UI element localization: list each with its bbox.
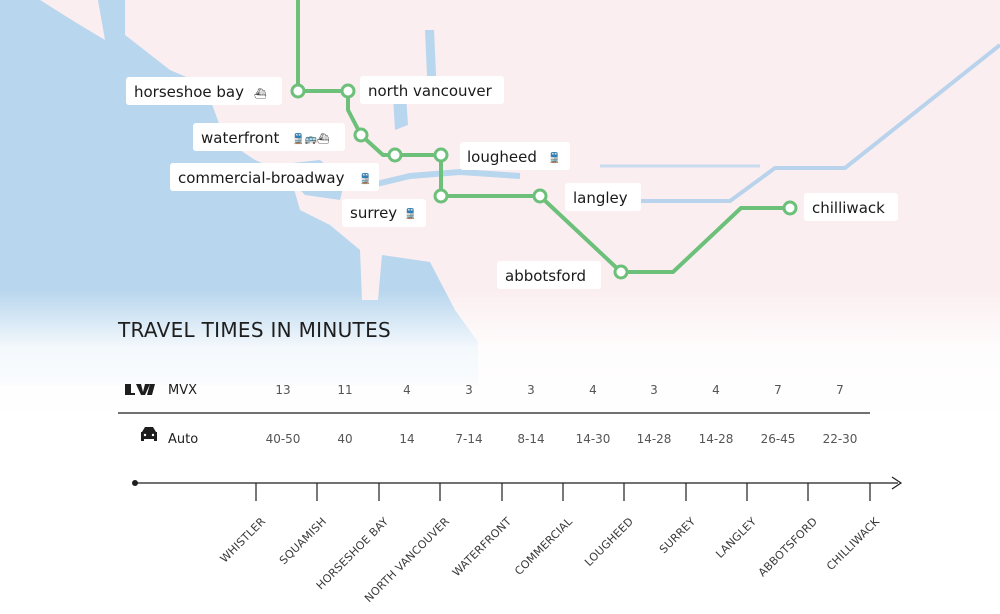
station-label-langley: langley (565, 183, 641, 211)
station-label-chilliwack: chilliwack (804, 193, 898, 221)
travel-times-title: TRAVEL TIMES IN MINUTES (117, 318, 391, 342)
stop-north-vancouver-dot (340, 83, 356, 99)
station-name: waterfront (201, 129, 280, 147)
car-icon (141, 427, 157, 441)
station-labels: horseshoe bay ⛴ north vancouver waterfro… (126, 76, 898, 289)
station-label-waterfront: waterfront 🚆🚌⛴ (193, 123, 345, 151)
stop-abbotsford-dot (613, 264, 629, 280)
table-cell-auto-6: 14-30 (576, 432, 611, 446)
stop-lougheed-dot (433, 147, 449, 163)
station-label-horseshoe-bay: horseshoe bay ⛴ (126, 77, 282, 105)
table-cell-auto-2: 40 (337, 432, 352, 446)
station-label-lougheed: lougheed 🚆 (460, 142, 570, 170)
station-name: langley (573, 189, 628, 207)
ferry-icon: ⛴ (254, 88, 267, 100)
stop-horseshoe-bay-dot (290, 83, 306, 99)
table-cell-mvx-9: 7 (774, 383, 782, 397)
stop-commercial-broadway-dot (387, 147, 403, 163)
lower-background (0, 420, 1000, 614)
row-label-mvx: MVX (168, 383, 197, 398)
table-cell-auto-9: 26-45 (761, 432, 796, 446)
stop-langley-dot (532, 188, 548, 204)
station-name: north vancouver (368, 82, 493, 100)
station-name: horseshoe bay (134, 83, 244, 101)
table-cell-auto-5: 8-14 (517, 432, 544, 446)
station-name: surrey (350, 204, 397, 222)
station-name: chilliwack (812, 199, 885, 217)
table-cell-auto-10: 22-30 (823, 432, 858, 446)
table-cells: 13 11 4 3 3 4 3 4 7 7 40-50 40 14 7-14 8-14 14-30 14-28 1… (266, 383, 858, 446)
stop-chilliwack-dot (782, 200, 798, 216)
station-name: commercial-broadway (178, 169, 345, 187)
mvx-logo-icon (125, 384, 155, 395)
travel-times-table: MVX Auto 13 11 4 3 3 4 3 4 7 7 40-50 40 14 7-14 8-14 14… (118, 383, 870, 447)
timeline-arrow-icon (891, 476, 903, 490)
table-cell-mvx-4: 3 (465, 383, 473, 397)
station-label-surrey: surrey 🚆 (342, 199, 426, 227)
station-label-abbotsford: abbotsford (497, 261, 601, 289)
stop-waterfront-dot (353, 127, 369, 143)
station-label-north-vancouver: north vancouver (360, 76, 504, 104)
table-cell-mvx-6: 4 (589, 383, 597, 397)
table-cell-mvx-1: 13 (275, 383, 290, 397)
table-cell-auto-8: 14-28 (699, 432, 734, 446)
table-cell-mvx-8: 4 (712, 383, 720, 397)
row-label-auto: Auto (168, 432, 198, 447)
station-label-commercial-broadway: commercial-broadway 🚆 (170, 163, 379, 191)
table-cell-mvx-5: 3 (527, 383, 535, 397)
table-cell-mvx-7: 3 (650, 383, 658, 397)
train-icon: 🚆 (548, 151, 560, 164)
rivers-and-rail (359, 43, 1000, 203)
station-name: lougheed (467, 148, 537, 166)
train-icon: 🚆 (404, 207, 416, 220)
table-cell-mvx-2: 11 (337, 383, 352, 397)
map-fade-overlay (0, 290, 1000, 420)
table-cell-auto-7: 14-28 (637, 432, 672, 446)
train-bus-ferry-icon: 🚆🚌⛴ (292, 132, 330, 145)
table-cell-auto-4: 7-14 (455, 432, 482, 446)
train-icon: 🚆 (359, 172, 371, 185)
stop-surrey-dot (433, 188, 449, 204)
table-cell-mvx-3: 4 (403, 383, 411, 397)
route-line (290, 0, 798, 280)
table-cell-auto-1: 40-50 (266, 432, 301, 446)
table-cell-mvx-10: 7 (836, 383, 844, 397)
station-name: abbotsford (505, 267, 586, 285)
table-cell-auto-3: 14 (399, 432, 414, 446)
